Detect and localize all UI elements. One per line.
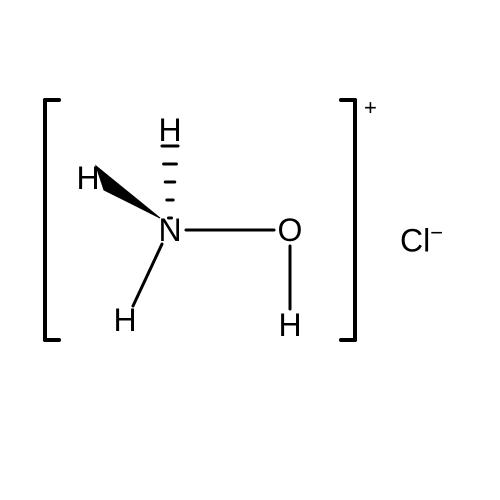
atom-h4: H [278, 309, 301, 341]
atom-o: O [278, 214, 303, 246]
atom-h2: H [76, 162, 99, 194]
chloride-counterion: Cl− [400, 222, 443, 257]
atom-h1: H [158, 114, 181, 146]
atom-n: N [158, 214, 181, 246]
atom-h3: H [113, 304, 136, 336]
counterion-label: Cl [400, 223, 430, 259]
counterion-charge: − [430, 220, 443, 245]
cation-charge: + [364, 95, 377, 121]
